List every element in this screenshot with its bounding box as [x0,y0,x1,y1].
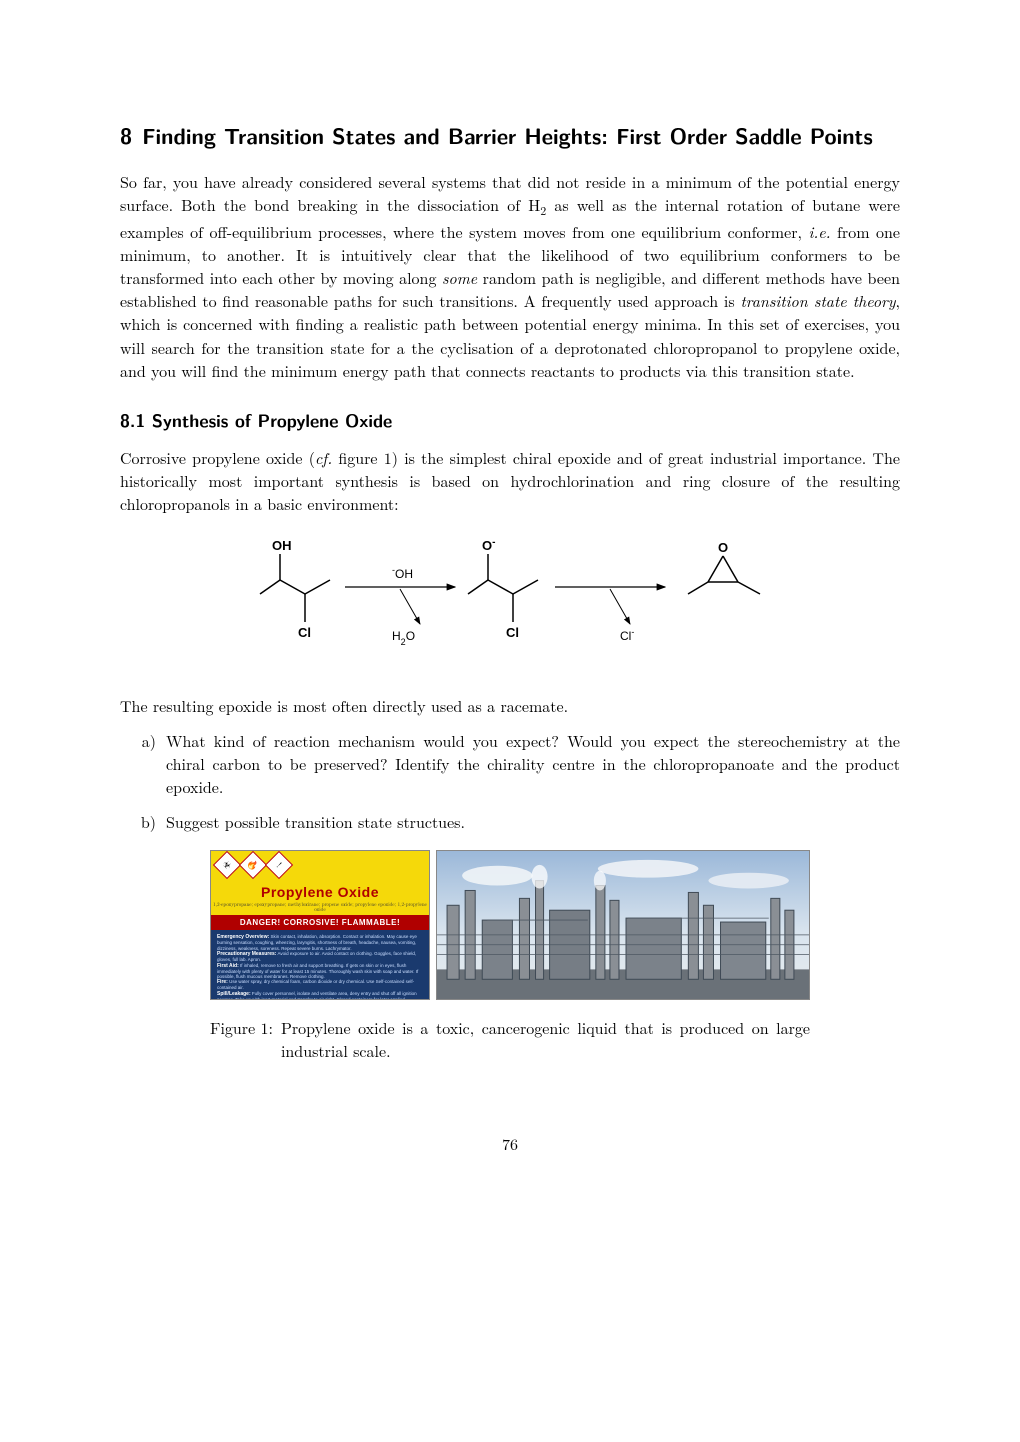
question-a-text: What kind of reaction mechanism would yo… [166,729,900,799]
page-number: 76 [120,1132,900,1155]
question-a-label: a) [120,729,166,799]
section-heading: 8 Finding Transition States and Barrier … [120,120,900,152]
label-cl-2: Cl [506,625,519,640]
subsection-heading: 8.1 Synthesis of Propylene Oxide [120,408,900,434]
question-list: a) What kind of reaction mechanism would… [120,729,900,834]
svg-text:H2O: H2O [392,629,415,647]
sub-text-1: Corrosive propylene oxide ( [120,446,315,469]
subsection-title: Synthesis of Propylene Oxide [152,408,392,433]
figure-panels: ☣ 🔥 ! Propylene Oxide 1,2-epoxypropane; … [210,850,810,1000]
section-number: 8 [120,120,132,152]
ie-italic: i.e. [808,220,830,243]
cf-italic: cf. [315,446,332,469]
svg-text:O-: O- [482,536,495,553]
figure-caption-label: Figure 1: [210,1016,281,1062]
figure-1: ☣ 🔥 ! Propylene Oxide 1,2-epoxypropane; … [210,850,810,1062]
plant-illustration [437,851,809,999]
propylene-oxide-synonyms: 1,2-epoxypropane; epoxypropane; methylox… [211,902,429,913]
subsection-number: 8.1 [120,408,145,433]
sec2-txt: If inhaled, remove to fresh air and supp… [217,963,418,979]
label-title-band: Propylene Oxide 1,2-epoxypropane; epoxyp… [211,879,429,915]
svg-text:Cl-: Cl- [620,627,634,643]
question-b: b) Suggest possible transition state str… [120,810,900,833]
ghs-exclaim-icon: ! [265,850,293,878]
subsection-paragraph: Corrosive propylene oxide (cf. figure 1)… [120,446,900,516]
some-italic: some [442,266,477,289]
label-o: O [718,540,728,555]
label-minus-oh: OH [395,567,413,581]
question-b-text: Suggest possible transition state struct… [166,810,900,833]
label-oh: OH [272,538,292,553]
question-b-label: b) [120,810,166,833]
reaction-scheme: OH Cl -OH H2O O- Cl Cl- O [240,532,780,682]
minus-sign-2: - [492,536,495,547]
question-a: a) What kind of reaction mechanism would… [120,729,900,799]
figure-caption-text: Propylene oxide is a toxic, cancerogenic… [281,1016,810,1062]
intro-paragraph: So far, you have already considered seve… [120,170,900,382]
propylene-oxide-title: Propylene Oxide [211,882,429,902]
tst-italic: transition state theory [740,289,895,312]
label-body-text: Emergency Overview: Skin contact, inhala… [211,930,429,999]
racemate-line: The resulting epoxide is most often dire… [120,694,900,717]
plant-photo-panel [436,850,810,1000]
danger-band: DANGER! CORROSIVE! FLAMMABLE! [211,915,429,931]
label-o-minus: O [482,538,492,553]
minus-sign-3: - [631,627,634,637]
figure-caption: Figure 1: Propylene oxide is a toxic, ca… [210,1016,810,1062]
ghs-flame-icon: 🔥 [239,850,267,878]
label-cl-minus: Cl [620,629,631,643]
hazard-pictogram-strip: ☣ 🔥 ! [211,851,429,879]
section-title: Finding Transition States and Barrier He… [142,120,873,152]
h2o-o: O [406,629,415,643]
svg-text:-OH: -OH [392,565,413,581]
label-cl: Cl [298,625,311,640]
sec3-txt: Use water spray, dry chemical foam, carb… [217,979,414,990]
hazard-label-panel: ☣ 🔥 ! Propylene Oxide 1,2-epoxypropane; … [210,850,430,1000]
h2o-h: H [392,629,401,643]
ghs-health-icon: ☣ [213,850,241,878]
